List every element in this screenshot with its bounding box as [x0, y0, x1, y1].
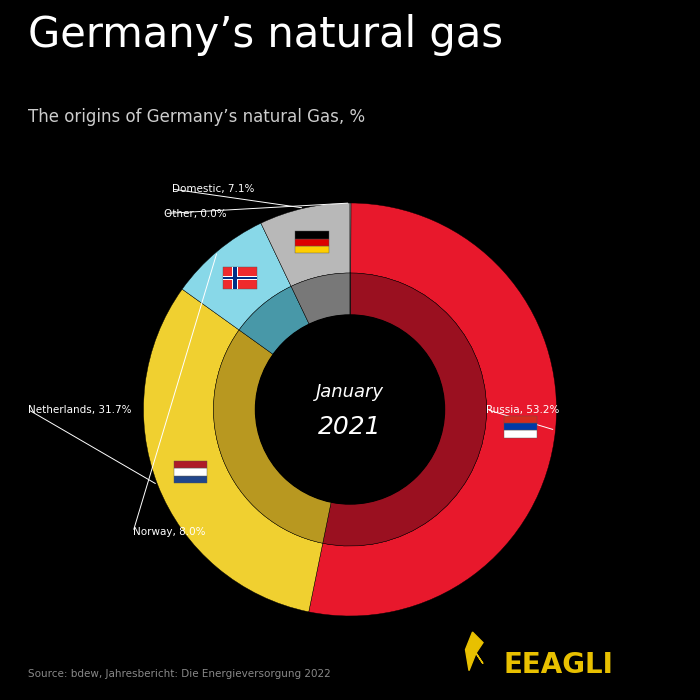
Text: Netherlands, 31.7%: Netherlands, 31.7%	[28, 405, 132, 414]
Text: 2021: 2021	[318, 415, 382, 439]
Bar	[223, 276, 257, 280]
Text: Russia, 53.2%: Russia, 53.2%	[486, 405, 560, 414]
Bar	[295, 239, 329, 246]
Circle shape	[256, 315, 444, 504]
Text: EEAGLI: EEAGLI	[504, 651, 614, 679]
Wedge shape	[309, 203, 556, 616]
Bar	[295, 231, 329, 239]
Wedge shape	[261, 203, 350, 286]
Bar	[504, 430, 538, 438]
Bar	[295, 246, 329, 253]
Bar	[504, 416, 538, 423]
Wedge shape	[291, 273, 350, 324]
Bar	[174, 468, 207, 476]
Text: Other, 0.0%: Other, 0.0%	[164, 209, 227, 218]
Text: The origins of Germany’s natural Gas, %: The origins of Germany’s natural Gas, %	[28, 108, 365, 127]
Wedge shape	[182, 223, 291, 330]
Bar	[223, 276, 257, 279]
Bar	[174, 476, 207, 483]
Wedge shape	[214, 330, 331, 543]
Bar	[232, 267, 238, 289]
Wedge shape	[350, 203, 351, 273]
Text: Domestic, 7.1%: Domestic, 7.1%	[172, 184, 254, 194]
Wedge shape	[144, 289, 323, 612]
Text: Norway, 8.0%: Norway, 8.0%	[133, 527, 206, 537]
Bar	[174, 461, 207, 468]
Text: January: January	[316, 383, 384, 401]
Text: Germany’s natural gas: Germany’s natural gas	[28, 14, 503, 56]
Wedge shape	[239, 286, 309, 354]
Bar	[233, 267, 237, 289]
Text: Source: bdew, Jahresbericht: Die Energieversorgung 2022: Source: bdew, Jahresbericht: Die Energie…	[28, 669, 330, 679]
Wedge shape	[350, 273, 351, 315]
Bar	[504, 423, 538, 430]
Wedge shape	[323, 273, 486, 546]
Polygon shape	[466, 632, 483, 671]
Bar	[223, 267, 257, 289]
